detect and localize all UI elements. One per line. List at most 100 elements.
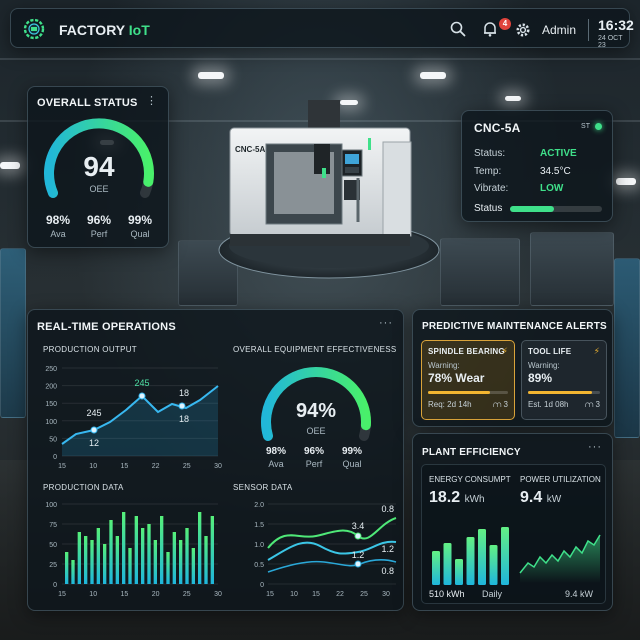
- pd-bar: [204, 536, 208, 584]
- predictive-maintenance-panel: PREDICTIVE MAINTENANCE ALERTS SPINDLE BE…: [412, 309, 613, 427]
- oee-label: OEE: [306, 426, 326, 436]
- bell-icon[interactable]: [481, 20, 499, 38]
- pd-bar: [198, 512, 202, 584]
- overall-status-card: OVERALL STATUS ⋮ 94 OEE 98% Ava 96% Perf 9…: [27, 86, 169, 248]
- pd-bar: [191, 548, 195, 584]
- sd-label: 0.8: [381, 566, 394, 576]
- sd-line-blue: [267, 559, 397, 573]
- sd-x-tick: 10: [290, 591, 298, 598]
- plant-more-icon[interactable]: ···: [588, 441, 602, 453]
- po-label: 18: [179, 414, 189, 424]
- pd-bar: [153, 540, 157, 584]
- energy-bar: [455, 559, 463, 585]
- sd-y-tick: 0.5: [254, 562, 264, 569]
- alert-name: TOOL LIFE: [528, 347, 572, 356]
- cnc-status-row: Status: ACTIVE: [474, 148, 577, 159]
- pd-bar: [185, 528, 189, 584]
- sd-x-tick: 15: [312, 591, 320, 598]
- gear-icon[interactable]: [514, 21, 532, 39]
- po-point: [178, 402, 186, 410]
- oee-kpi-availability: 98% Ava: [265, 446, 286, 469]
- pd-bar: [134, 516, 138, 584]
- notification-badge: 4: [499, 18, 511, 30]
- po-x-tick: 15: [121, 463, 129, 470]
- pd-bar: [84, 536, 88, 584]
- energy-foot-value: 510 kWh: [429, 589, 465, 599]
- cnc-status-progress-label: Status: [474, 203, 503, 214]
- power-title: POWER UTILIZATION: [520, 475, 601, 484]
- operations-more-icon[interactable]: ···: [379, 317, 393, 329]
- power-area-chart[interactable]: [518, 527, 602, 583]
- people-icon: ⩋: [493, 400, 502, 409]
- po-y-tick: 150: [45, 401, 57, 408]
- overall-oee-gauge: [44, 118, 154, 198]
- pd-bar: [77, 532, 81, 584]
- po-point: [138, 392, 146, 400]
- sd-label: 3.4: [352, 521, 365, 531]
- sd-y-tick: 1.5: [254, 522, 264, 529]
- po-x-tick: 22: [152, 463, 160, 470]
- alert-warning-label: Warning:: [428, 361, 460, 370]
- power-line: [519, 534, 601, 574]
- pd-bar: [210, 516, 214, 584]
- pd-bar: [96, 528, 100, 584]
- energy-bar: [432, 551, 440, 585]
- pd-x-tick: 15: [121, 591, 129, 598]
- cnc-name: CNC-5A: [474, 121, 521, 135]
- sd-label: 0.8: [381, 504, 394, 514]
- sensor-data-title: SENSOR DATA: [233, 483, 293, 492]
- alert-warning-label: Warning:: [528, 361, 560, 370]
- po-x-tick: 30: [214, 463, 222, 470]
- po-label: 245: [86, 408, 101, 418]
- production-data-title: PRODUCTION DATA: [43, 483, 124, 492]
- energy-bar: [478, 529, 486, 585]
- pd-x-tick: 15: [58, 591, 66, 598]
- user-menu-label[interactable]: Admin: [542, 23, 577, 37]
- pd-bar: [166, 552, 170, 584]
- energy-foot-label: Daily: [482, 589, 503, 599]
- kpi-quality: 99% Qual: [127, 213, 153, 239]
- alert-name: SPINDLE BEARING: [428, 347, 505, 356]
- more-options-icon[interactable]: ⋮: [146, 95, 158, 107]
- pd-y-tick: 25: [49, 562, 57, 569]
- po-point: [90, 426, 98, 434]
- po-area: [62, 386, 218, 456]
- po-x-tick: 25: [183, 463, 191, 470]
- sd-y-tick: 2.0: [254, 502, 264, 509]
- oee-chart-title: OVERALL EQUIPMENT EFFECTIVENESS: [233, 345, 397, 354]
- sd-line-green: [267, 517, 397, 549]
- alert-value: 89%: [528, 371, 553, 385]
- search-icon[interactable]: [449, 20, 467, 38]
- people-icon: ⩋: [585, 400, 594, 409]
- kpi-availability: 98% Ava: [45, 213, 71, 239]
- spindle-bearing-alert[interactable]: SPINDLE BEARING ⚡ Warning: 78% Wear Req:…: [421, 340, 515, 420]
- cnc-machine-illustration[interactable]: CNC-5A: [218, 98, 440, 282]
- po-label: 12: [89, 438, 99, 448]
- pd-y-tick: 50: [49, 542, 57, 549]
- sd-label: 1.2: [381, 544, 394, 554]
- kpi-performance: 96% Perf: [86, 213, 112, 239]
- sd-line-cyan: [267, 540, 397, 561]
- po-x-tick: 10: [89, 463, 97, 470]
- cnc-vibration-row: Vibrate: LOW: [474, 183, 564, 194]
- overall-status-title: OVERALL STATUS: [37, 97, 138, 109]
- pd-y-tick: 100: [45, 502, 57, 509]
- oee-gauge: [261, 367, 371, 441]
- energy-bar: [501, 527, 509, 585]
- machine-model-label: CNC-5A: [235, 145, 266, 154]
- po-label: 18: [179, 388, 189, 398]
- sd-x-tick: 30: [382, 591, 390, 598]
- pd-bar: [103, 544, 107, 584]
- operations-title: REAL-TIME OPERATIONS: [37, 321, 176, 333]
- lightning-icon: ⚡: [501, 346, 508, 356]
- pd-bar: [160, 516, 164, 584]
- pd-x-tick: 25: [183, 591, 191, 598]
- tool-life-alert[interactable]: TOOL LIFE ⚡ Warning: 89% Est. 1d 08h ⩋ 3: [521, 340, 607, 420]
- plant-title: PLANT EFFICIENCY: [422, 447, 521, 458]
- energy-bar-chart[interactable]: [428, 525, 514, 585]
- pd-x-tick: 10: [89, 591, 97, 598]
- power-value: 9.4 kW: [520, 489, 562, 506]
